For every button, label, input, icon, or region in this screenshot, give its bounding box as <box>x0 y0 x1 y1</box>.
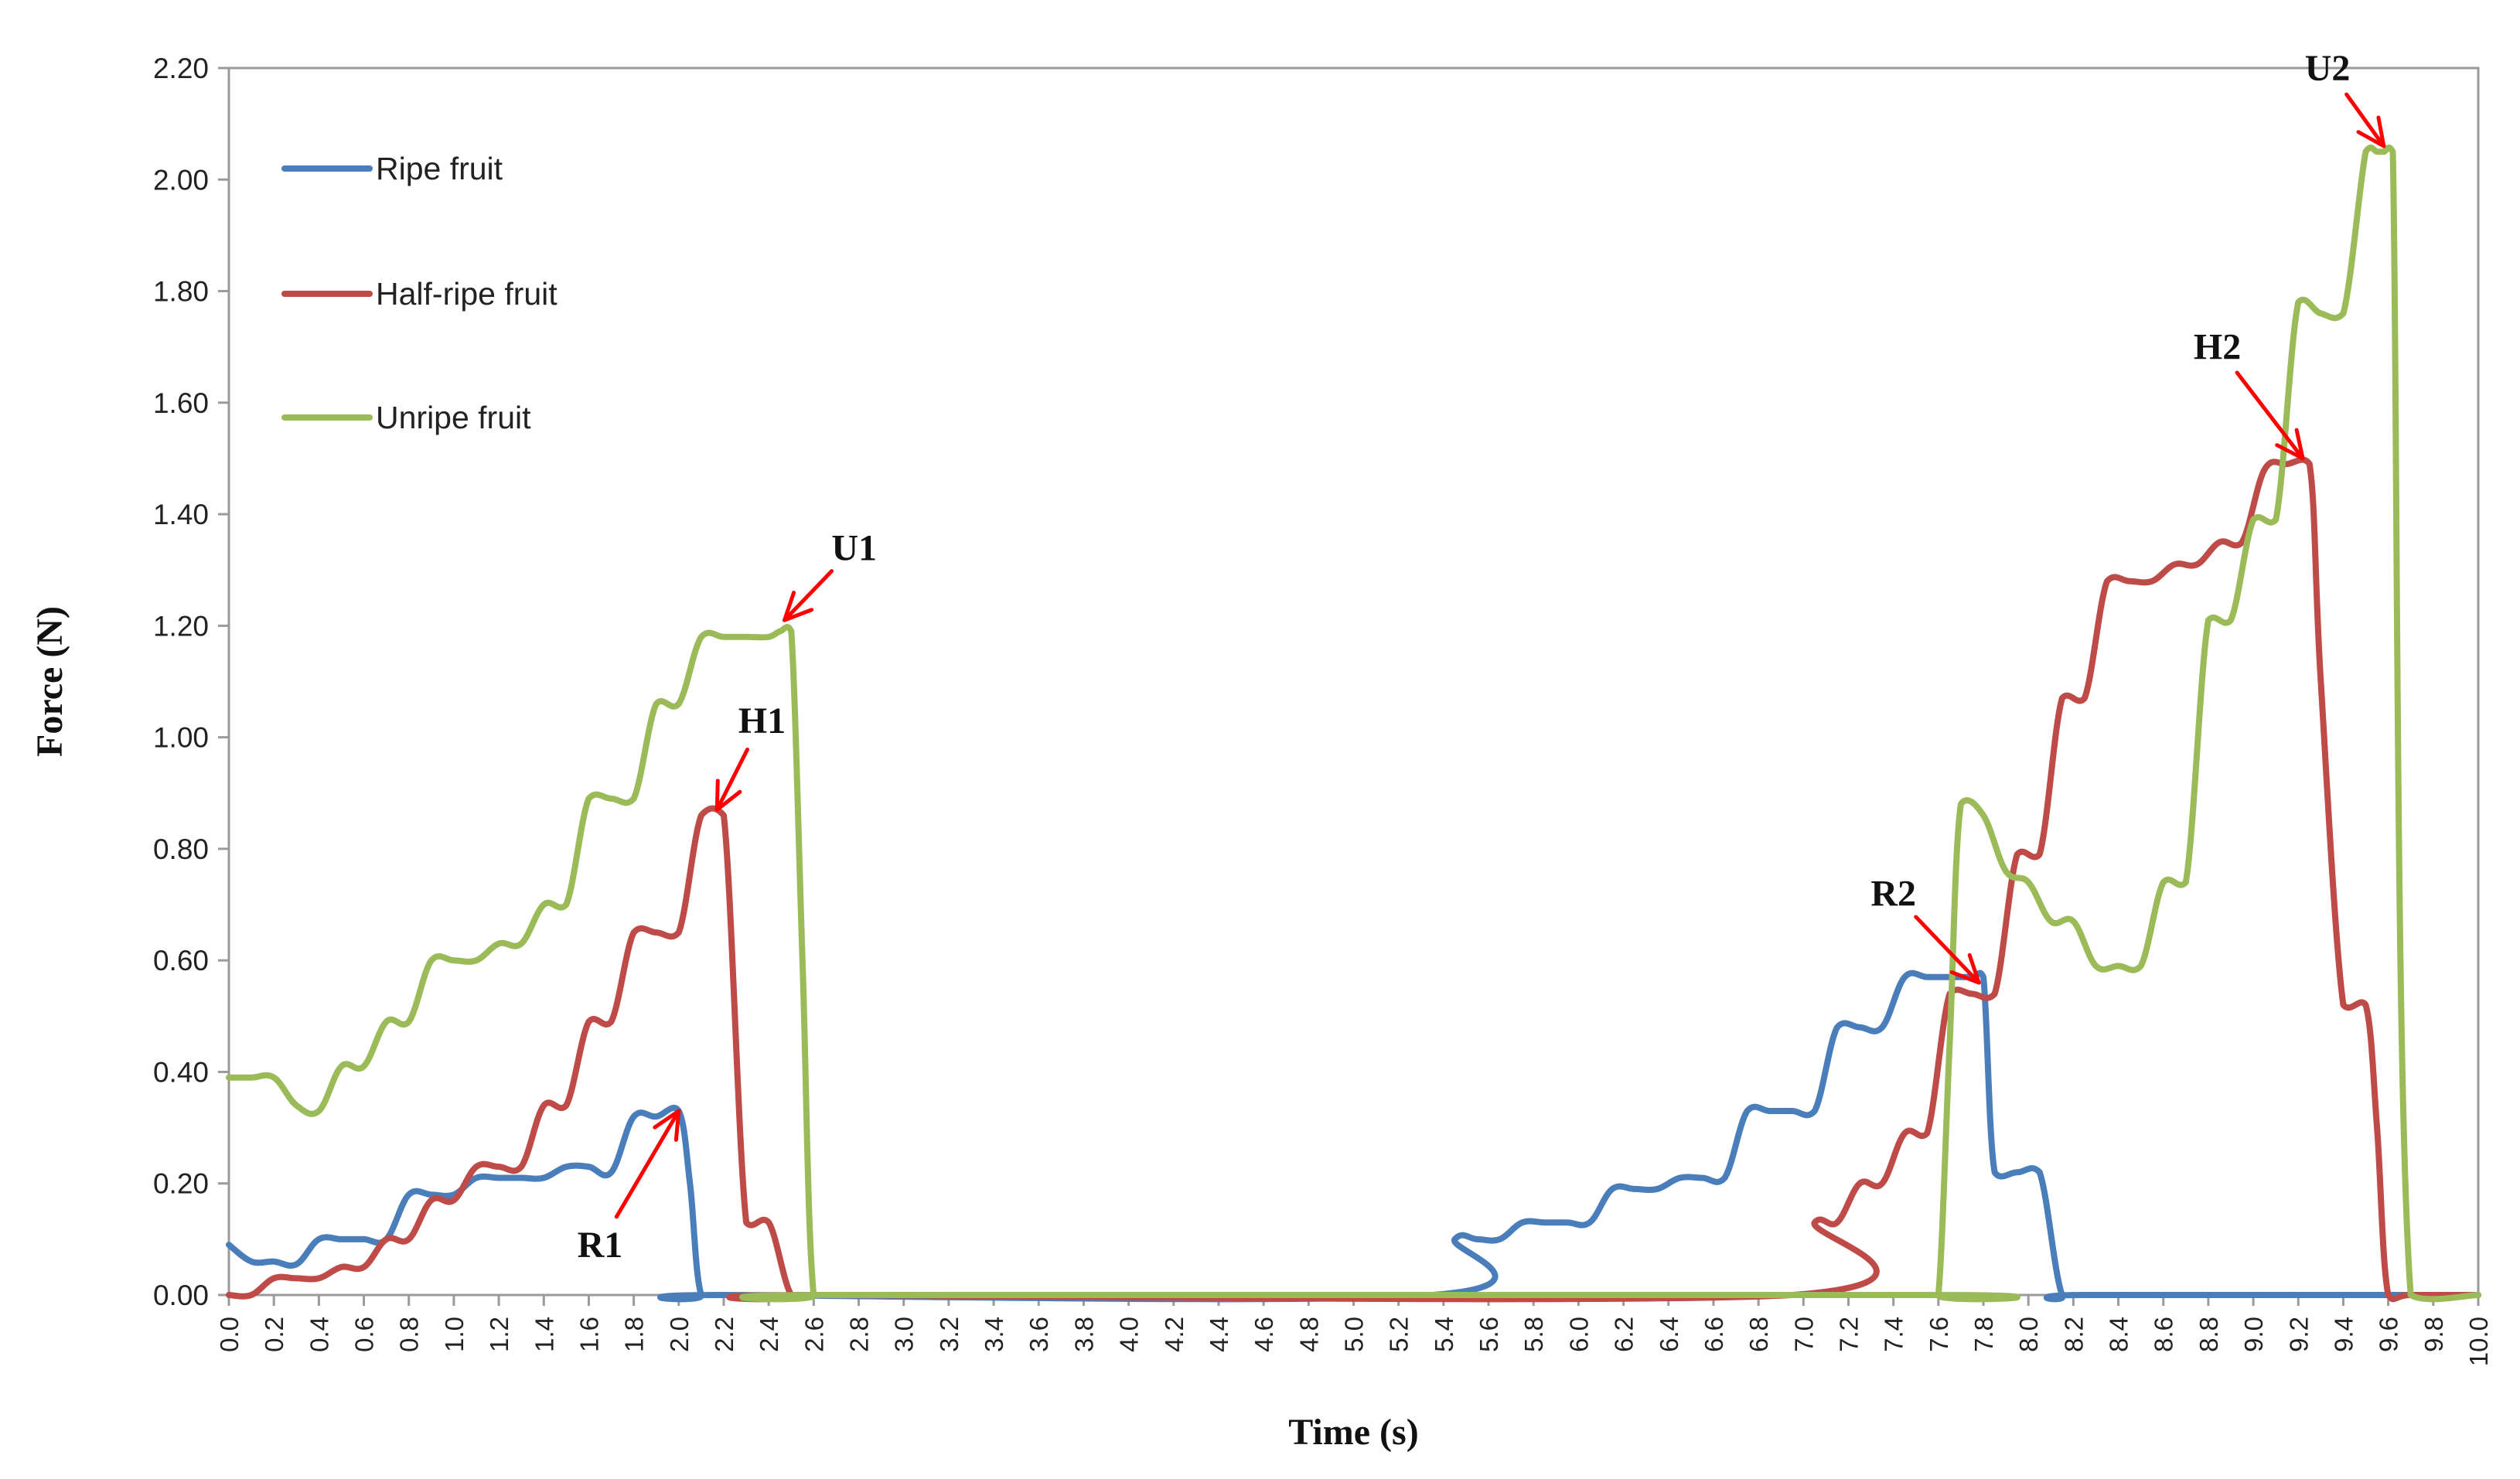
x-tick-label: 10.0 <box>2464 1317 2493 1366</box>
x-tick-label: 6.6 <box>1700 1317 1728 1352</box>
y-tick-label: 1.80 <box>153 276 209 308</box>
annotation-label-u2: U2 <box>2305 48 2351 89</box>
x-tick-label: 1.0 <box>440 1317 469 1352</box>
x-tick-label: 4.6 <box>1250 1317 1278 1352</box>
y-tick-label: 1.20 <box>153 610 209 642</box>
legend-label-ripe-fruit: Ripe fruit <box>376 151 503 186</box>
x-tick-label: 9.0 <box>2239 1317 2268 1352</box>
y-tick-label: 1.40 <box>153 499 209 530</box>
arrowhead-u1 <box>783 591 814 622</box>
annotation-label-r1: R1 <box>578 1225 623 1266</box>
x-tick-label: 2.4 <box>755 1317 783 1352</box>
x-tick-label: 6.8 <box>1744 1317 1773 1352</box>
x-tick-label: 7.8 <box>1969 1317 1998 1352</box>
x-tick-label: 1.6 <box>575 1317 603 1352</box>
x-tick-label: 3.0 <box>890 1317 919 1352</box>
x-tick-label: 3.6 <box>1025 1317 1053 1352</box>
arrow-h1 <box>714 748 750 812</box>
x-tick-label: 5.2 <box>1385 1317 1413 1352</box>
x-tick-label: 6.0 <box>1564 1317 1593 1352</box>
x-tick-label: 6.4 <box>1655 1317 1683 1352</box>
x-tick-label: 0.8 <box>395 1317 424 1352</box>
x-tick-label: 5.0 <box>1340 1317 1369 1352</box>
arrow-h2 <box>2235 370 2305 461</box>
x-tick-label: 8.2 <box>2059 1317 2088 1352</box>
x-tick-label: 2.2 <box>710 1317 738 1352</box>
x-tick-label: 6.2 <box>1610 1317 1639 1352</box>
series-line-unripe-fruit <box>226 144 2481 1303</box>
arrowhead-r2 <box>1949 952 1981 985</box>
x-tick-label: 4.4 <box>1205 1317 1233 1352</box>
arrowhead-u2 <box>2356 115 2386 148</box>
y-tick-label: 2.00 <box>153 164 209 196</box>
x-tick-label: 1.4 <box>530 1317 558 1352</box>
annotation-label-u1: U1 <box>831 527 877 568</box>
x-tick-label: 7.4 <box>1880 1317 1908 1352</box>
plot-area-frame <box>227 66 2480 1297</box>
x-tick-label: 4.2 <box>1160 1317 1188 1352</box>
x-tick-label: 4.0 <box>1115 1317 1144 1352</box>
x-tick-label: 5.8 <box>1519 1317 1548 1352</box>
x-tick-label: 1.8 <box>620 1317 649 1352</box>
arrow-u1 <box>783 569 834 622</box>
legend: Ripe fruit Half-ripe fruit Unripe fruit <box>281 151 558 435</box>
y-tick-label: 0.20 <box>153 1168 209 1200</box>
annotation-label-h1: H1 <box>738 700 786 741</box>
x-tick-label: 2.6 <box>800 1317 828 1352</box>
x-tick-label: 8.0 <box>2014 1317 2043 1352</box>
x-tick-label: 9.2 <box>2284 1317 2313 1352</box>
y-tick-label: 0.60 <box>153 945 209 976</box>
x-tick-label: 2.8 <box>845 1317 874 1352</box>
y-tick-label: 2.20 <box>153 53 209 84</box>
legend-label-half-ripe-fruit: Half-ripe fruit <box>376 276 558 312</box>
x-tick-label: 3.8 <box>1069 1317 1098 1352</box>
x-tick-label: 0.2 <box>260 1317 288 1352</box>
arrowhead-h2 <box>2275 428 2305 461</box>
x-tick-label: 8.4 <box>2105 1317 2133 1352</box>
arrowhead-r1 <box>653 1109 681 1142</box>
series-layer <box>226 144 2481 1303</box>
y-axis-title: Force (N) <box>29 606 70 757</box>
y-tick-label: 0.80 <box>153 833 209 865</box>
x-tick-label: 8.8 <box>2194 1317 2223 1352</box>
x-tick-label: 5.4 <box>1430 1317 1458 1352</box>
arrow-u2 <box>2344 92 2386 148</box>
x-tick-label: 7.2 <box>1834 1317 1863 1352</box>
legend-label-unripe-fruit: Unripe fruit <box>376 400 531 435</box>
x-tick-label: 9.4 <box>2329 1317 2358 1352</box>
arrowhead-h1 <box>714 779 742 812</box>
x-tick-label: 0.0 <box>215 1317 244 1352</box>
x-tick-label: 0.4 <box>305 1317 333 1352</box>
x-tick-label: 5.6 <box>1475 1317 1503 1352</box>
x-tick-label: 8.6 <box>2150 1317 2178 1352</box>
x-tick-label: 4.8 <box>1294 1317 1323 1352</box>
annotation-label-h2: H2 <box>2194 327 2241 368</box>
annotations-layer: R1 H1 U1 R2 H2 U2 <box>578 48 2386 1266</box>
x-tick-label: 3.2 <box>935 1317 963 1352</box>
y-tick-label: 1.60 <box>153 387 209 419</box>
y-tick-label: 0.00 <box>153 1280 209 1311</box>
y-tick-label: 0.40 <box>153 1056 209 1088</box>
x-tick-label: 9.6 <box>2375 1317 2403 1352</box>
x-tick-label: 7.6 <box>1925 1317 1953 1352</box>
y-tick-label: 1.00 <box>153 722 209 754</box>
x-tick-label: 7.0 <box>1789 1317 1818 1352</box>
x-tick-label: 2.0 <box>665 1317 694 1352</box>
arrow-r1 <box>614 1109 681 1219</box>
x-tick-label: 9.8 <box>2419 1317 2448 1352</box>
x-axis-title: Time (s) <box>1288 1412 1418 1453</box>
annotation-label-r2: R2 <box>1870 874 1916 915</box>
arrow-r2 <box>1914 915 1981 985</box>
x-tick-label: 0.6 <box>350 1317 379 1352</box>
series-line-ripe-fruit <box>226 970 2481 1303</box>
series-line-half-ripe-fruit <box>226 456 2481 1303</box>
x-tick-label: 3.4 <box>980 1317 1008 1352</box>
x-tick-label: 1.2 <box>485 1317 513 1352</box>
